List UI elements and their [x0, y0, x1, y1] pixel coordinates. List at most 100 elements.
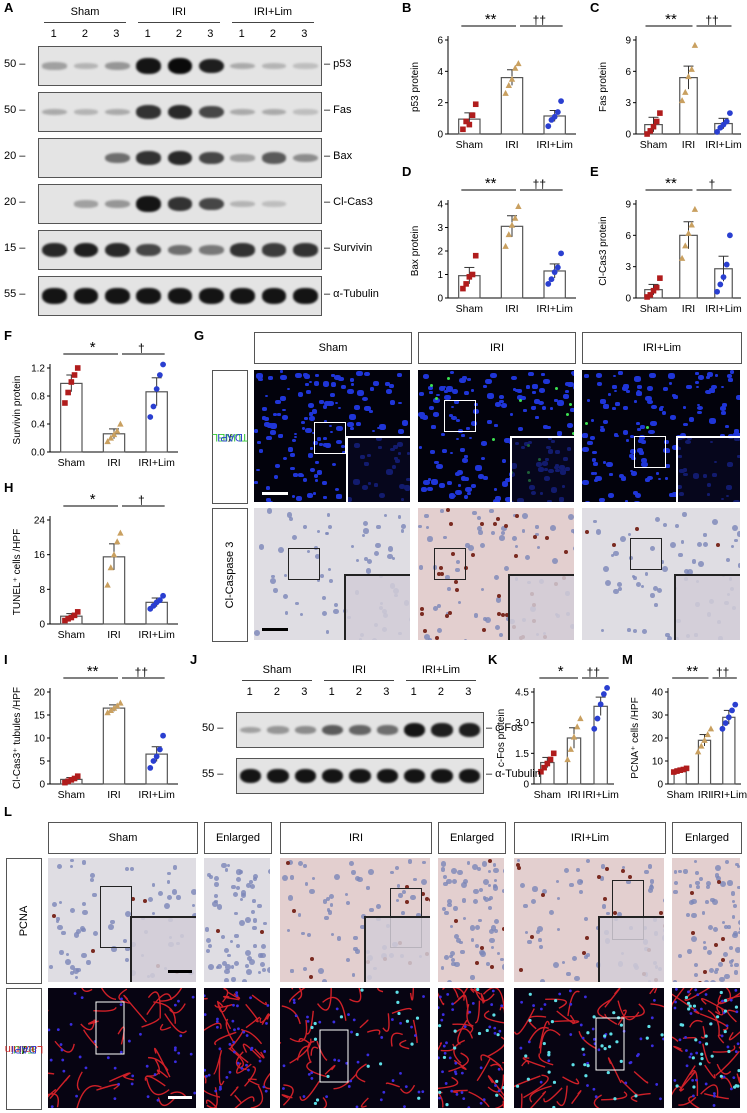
- dapi-nucleus: [694, 372, 699, 376]
- data-point: [153, 386, 160, 392]
- dapi-nucleus: [494, 1084, 497, 1087]
- dapi-nucleus: [673, 395, 678, 399]
- hematoxylin-nucleus: [712, 518, 718, 525]
- blot-band: [167, 244, 193, 256]
- stained-nucleus: [474, 960, 479, 965]
- hematoxylin-nucleus: [629, 556, 633, 560]
- blot-band: [267, 768, 289, 784]
- dapi-nucleus: [510, 375, 517, 381]
- dapi-nucleus: [56, 1028, 60, 1032]
- hematoxylin-nucleus: [708, 924, 714, 930]
- blot-band: [294, 768, 316, 784]
- data-point: [550, 750, 557, 757]
- stained-nucleus: [131, 897, 136, 902]
- laminin-fiber: [438, 1042, 443, 1051]
- g-clcas3-sham: [254, 508, 410, 640]
- y-tick-label: 3.0: [515, 718, 529, 729]
- hematoxylin-nucleus: [617, 586, 623, 591]
- dapi-nucleus: [490, 372, 497, 379]
- dapi-nucleus: [145, 1064, 149, 1068]
- dapi-nucleus: [720, 385, 725, 389]
- l-edu-iri-enlarged: [438, 988, 504, 1108]
- dapi-nucleus: [620, 476, 626, 481]
- hematoxylin-nucleus: [669, 542, 676, 549]
- dapi-nucleus: [613, 433, 619, 437]
- hematoxylin-nucleus: [70, 864, 74, 868]
- dapi-nucleus: [312, 491, 317, 495]
- laminin-fiber: [164, 1013, 188, 1034]
- hematoxylin-nucleus: [724, 859, 729, 865]
- dapi-nucleus: [490, 1003, 494, 1006]
- dapi-nucleus: [106, 1056, 110, 1060]
- y-tick-label: 0: [437, 130, 443, 141]
- x-tick-label: IRI: [107, 789, 120, 801]
- blot-band: [136, 243, 161, 257]
- hematoxylin-nucleus: [206, 937, 212, 943]
- hematoxylin-nucleus: [164, 902, 171, 909]
- blot-lane-number: 2: [273, 686, 281, 698]
- laminin-fiber: [48, 1093, 59, 1108]
- dapi-nucleus: [582, 433, 589, 438]
- edu-signal: [688, 1004, 692, 1008]
- tunel-signal: [585, 421, 589, 425]
- laminin-fiber: [399, 1039, 410, 1050]
- hematoxylin-nucleus: [258, 543, 265, 550]
- laminin-fiber: [521, 1060, 530, 1067]
- hematoxylin-nucleus: [477, 515, 482, 520]
- dapi-nucleus: [331, 462, 337, 467]
- laminin-fiber: [486, 1036, 504, 1058]
- edu-signal: [723, 1029, 727, 1034]
- hematoxylin-nucleus: [245, 949, 252, 956]
- blot-band: [267, 726, 289, 734]
- hematoxylin-nucleus: [519, 882, 525, 889]
- data-point: [515, 202, 522, 209]
- dapi-nucleus: [398, 401, 402, 405]
- laminin-fiber: [520, 1093, 523, 1108]
- g-clcas3-iri: [418, 508, 574, 640]
- dapi-nucleus: [438, 995, 442, 999]
- data-point: [545, 281, 552, 287]
- dapi-nucleus: [581, 1036, 585, 1040]
- dapi-nucleus: [442, 448, 448, 453]
- hematoxylin-nucleus: [703, 533, 707, 537]
- blot-band: [261, 108, 287, 116]
- hematoxylin-nucleus: [241, 978, 247, 982]
- hematoxylin-nucleus: [735, 863, 739, 867]
- dapi-nucleus: [639, 451, 644, 455]
- hematoxylin-nucleus: [735, 947, 740, 954]
- data-point: [732, 701, 739, 708]
- hematoxylin-nucleus: [383, 513, 388, 518]
- hematoxylin-nucleus: [290, 969, 294, 973]
- edu-signal: [496, 1033, 500, 1037]
- dapi-nucleus: [488, 1025, 492, 1029]
- hematoxylin-nucleus: [705, 885, 710, 890]
- hematoxylin-nucleus: [56, 920, 60, 924]
- hematoxylin-nucleus: [214, 882, 219, 887]
- hematoxylin-nucleus: [309, 888, 315, 895]
- y-tick-label: 0: [523, 780, 529, 791]
- hematoxylin-nucleus: [286, 929, 291, 933]
- hematoxylin-nucleus: [446, 878, 452, 885]
- dapi-nucleus: [356, 1060, 360, 1064]
- dapi-nucleus: [189, 1052, 193, 1056]
- edu-signal: [719, 1074, 723, 1078]
- data-point: [670, 769, 677, 775]
- panel-label-d: D: [402, 164, 412, 179]
- sig-mark-1: *: [558, 663, 564, 680]
- dapi-nucleus: [669, 493, 675, 498]
- dapi-nucleus: [644, 395, 652, 402]
- dapi-nucleus: [493, 1031, 497, 1035]
- dapi-nucleus: [345, 1061, 349, 1065]
- hematoxylin-nucleus: [214, 893, 219, 898]
- hematoxylin-nucleus: [70, 858, 74, 863]
- edu-signal: [687, 1007, 691, 1011]
- hematoxylin-nucleus: [617, 581, 623, 587]
- hematoxylin-nucleus: [483, 878, 490, 885]
- dapi-nucleus: [264, 1089, 268, 1093]
- dapi-nucleus: [305, 383, 309, 387]
- edu-signal: [495, 1093, 499, 1097]
- dapi-nucleus: [307, 453, 314, 458]
- dapi-nucleus: [438, 385, 446, 391]
- hematoxylin-nucleus: [248, 958, 255, 965]
- edu-signal: [609, 1032, 613, 1036]
